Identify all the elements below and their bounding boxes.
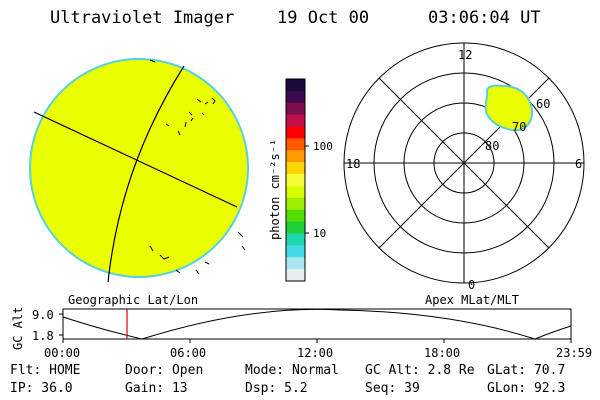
colorbar-segment — [286, 197, 305, 211]
geographic-label: Geographic Lat/Lon — [68, 293, 198, 307]
status-ip: IP: 36.0 — [10, 381, 73, 396]
colorbar-segment — [286, 162, 305, 175]
timeline-ytick-9: 9.0 — [32, 308, 54, 322]
colorbar-segment — [286, 185, 305, 199]
mlat-label-60: 60 — [536, 97, 550, 111]
colorbar-tick-10: 10 — [313, 227, 326, 240]
timeline-ylabel: GC Alt — [11, 307, 25, 350]
colorbar-segment — [286, 233, 305, 246]
timeline-xtick-1200: 12:00 — [297, 346, 333, 360]
timeline-ticks — [59, 313, 572, 343]
mlt-label-6: 6 — [575, 157, 582, 171]
apex-label: Apex MLat/MLT — [425, 293, 519, 307]
orbit-timeline: GC Alt 9.0 1.8 00:00 06:00 12:00 18:00 2… — [11, 307, 592, 360]
mlat-label-70: 70 — [512, 120, 526, 134]
status-dsp: Dsp: 5.2 — [245, 381, 308, 396]
colorbar-segment — [286, 221, 305, 235]
colorbar-segment — [286, 245, 305, 258]
mlt-label-12: 12 — [458, 48, 472, 62]
timeline-xtick-0600: 06:00 — [170, 346, 206, 360]
altitude-curve — [62, 308, 572, 340]
colorbar-segment — [286, 79, 305, 92]
date-label: 19 Oct 00 — [277, 8, 370, 28]
geographic-map — [29, 58, 249, 283]
colorbar-segment — [286, 269, 305, 282]
status-gc-alt: GC Alt: 2.8 Re — [365, 363, 475, 378]
status-gain: Gain: 13 — [125, 381, 188, 396]
status-seq: Seq: 39 — [365, 381, 420, 396]
colorbar — [285, 78, 306, 282]
auroral-oval — [484, 84, 534, 132]
status-glat: GLat: 70.7 — [487, 363, 566, 378]
polar-plot: 12 0 18 6 80 70 60 — [343, 42, 585, 292]
mlat-label-80: 80 — [485, 139, 499, 153]
mlt-label-18: 18 — [346, 157, 360, 171]
timeline-frame — [62, 308, 572, 340]
timeline-xtick-1800: 18:00 — [424, 346, 460, 360]
colorbar-segment — [286, 114, 305, 128]
colorbar-unit-label: photon cm⁻²s⁻¹ — [268, 139, 282, 240]
earth-disk — [29, 58, 249, 278]
status-mode: Mode: Normal — [245, 363, 339, 378]
timeline-xtick-2359: 23:59 — [556, 346, 592, 360]
colorbar-tick-100: 100 — [313, 140, 333, 153]
status-glon: GLon: 92.3 — [487, 381, 566, 396]
coastline-marks — [149, 59, 246, 275]
colorbar-segment — [286, 138, 305, 151]
timeline-xtick-0000: 00:00 — [44, 346, 80, 360]
colorbar-segment — [286, 174, 305, 187]
colorbar-segment — [286, 209, 305, 223]
colorbar-segment — [286, 126, 305, 140]
colorbar-segment — [286, 90, 305, 104]
grid-line-lat — [33, 111, 238, 208]
status-door: Door: Open — [125, 363, 204, 378]
colorbar-segment — [286, 102, 305, 116]
colorbar-segment — [286, 150, 305, 163]
colorbar-ticks — [305, 145, 309, 234]
grid-line-lon — [107, 65, 185, 283]
colorbar-frame — [285, 78, 306, 282]
instrument-title: Ultraviolet Imager — [50, 8, 235, 28]
time-label: 03:06:04 UT — [428, 8, 541, 28]
timeline-ytick-1.8: 1.8 — [32, 329, 54, 343]
colorbar-segment — [286, 257, 305, 270]
status-flt: Flt: HOME — [10, 363, 81, 378]
mlt-label-0: 0 — [468, 278, 475, 292]
